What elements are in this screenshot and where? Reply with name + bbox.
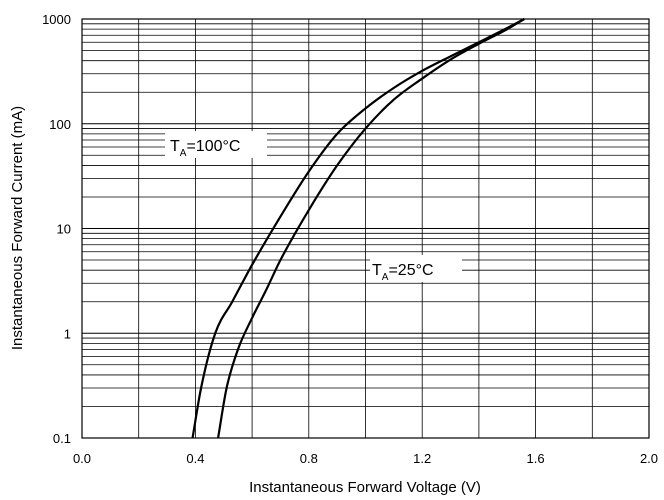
x-tick-label: 0.8 xyxy=(300,451,318,466)
plot-frame xyxy=(81,18,650,439)
x-axis-title: Instantaneous Forward Voltage (V) xyxy=(249,479,481,496)
grid xyxy=(82,19,649,438)
series-line-100c xyxy=(191,18,525,439)
x-tick-label: 0.4 xyxy=(186,451,204,466)
y-tick-label: 0.1 xyxy=(53,431,71,446)
x-tick-label: 2.0 xyxy=(640,451,658,466)
x-tick-label: 1.6 xyxy=(527,451,545,466)
series-layer xyxy=(191,18,525,439)
x-tick-labels: 0.0 0.4 0.8 1.2 1.6 2.0 xyxy=(73,451,658,466)
y-axis-title: Instantaneous Forward Current (mA) xyxy=(9,106,26,350)
y-tick-label: 100 xyxy=(49,117,71,132)
svg-text:TA=100°C: TA=100°C xyxy=(170,138,240,159)
y-tick-labels: 0.1 1 10 100 1000 xyxy=(42,12,71,446)
y-tick-label: 1000 xyxy=(42,12,71,27)
x-tick-label: 1.2 xyxy=(413,451,431,466)
series-label-25c: TA=25°C xyxy=(370,255,462,283)
svg-text:TA=25°C: TA=25°C xyxy=(372,262,434,283)
series-label-100c: TA=100°C xyxy=(165,131,267,159)
y-tick-label: 1 xyxy=(64,326,71,341)
series-line-25c xyxy=(216,18,525,439)
x-tick-label: 0.0 xyxy=(73,451,91,466)
y-tick-label: 10 xyxy=(57,222,71,237)
